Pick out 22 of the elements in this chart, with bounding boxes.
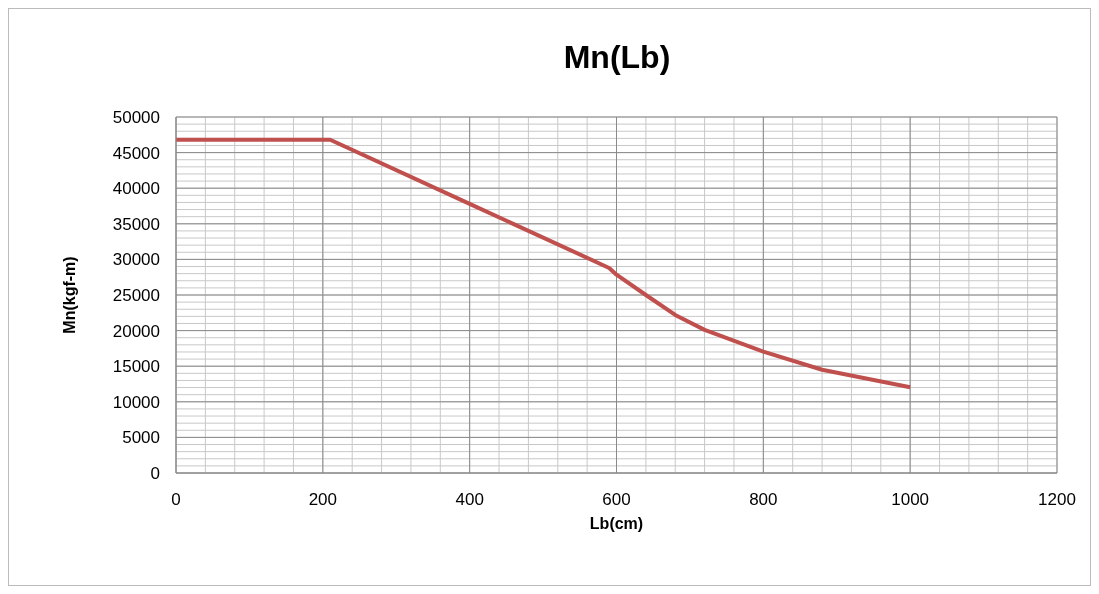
- y-tick-label: 40000: [112, 179, 160, 199]
- y-tick-label: 25000: [112, 286, 160, 306]
- x-axis-title: Lb(cm): [589, 515, 644, 532]
- y-axis-title: Mn(kgf-m): [60, 256, 78, 334]
- chart-title: Mn(Lb): [562, 39, 672, 76]
- y-tick-label: 35000: [112, 214, 160, 234]
- y-tick-label: 45000: [112, 143, 160, 163]
- y-tick-label: 30000: [112, 250, 160, 270]
- y-tick-label: 5000: [122, 428, 160, 448]
- x-tick-label: 600: [602, 490, 631, 510]
- y-tick-label: 0: [150, 464, 160, 484]
- x-tick-label: 200: [308, 490, 338, 510]
- y-tick-label: 10000: [112, 392, 160, 412]
- y-tick-label: 50000: [112, 108, 160, 128]
- x-tick-label: 400: [455, 490, 484, 510]
- x-tick-label: 1000: [891, 490, 930, 510]
- x-tick-label: 1200: [1038, 490, 1076, 510]
- x-tick-label: 800: [749, 490, 778, 510]
- y-tick-label: 15000: [112, 357, 160, 377]
- y-tick-label: 20000: [112, 321, 160, 341]
- line-series: [176, 137, 913, 390]
- x-tick-label: 0: [171, 490, 181, 510]
